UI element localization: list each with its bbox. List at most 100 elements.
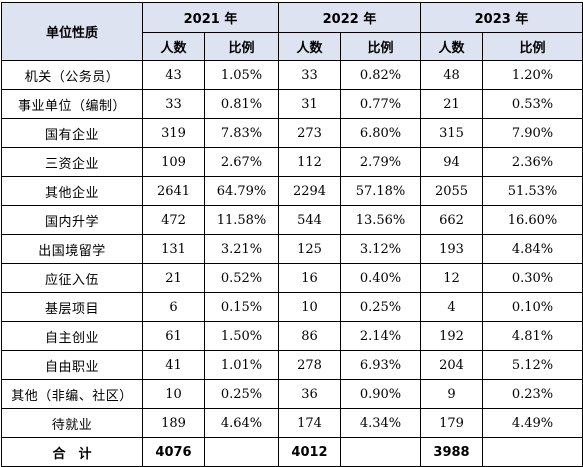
count-cell: 9 [420, 379, 483, 409]
count-cell: 10 [142, 379, 205, 409]
ratio-cell: 0.25% [204, 379, 279, 409]
ratio-cell: 1.01% [204, 350, 279, 380]
count-cell: 204 [420, 350, 483, 380]
ratio-header: 比例 [204, 32, 279, 61]
count-cell: 36 [278, 379, 341, 409]
ratio-cell: 0.30% [482, 263, 583, 293]
total-count-cell: 4076 [142, 437, 205, 467]
table-row: 其他企业 2641 64.79% 2294 57.18% 2055 51.53% [1, 176, 583, 206]
ratio-cell: 4.64% [204, 408, 279, 438]
table-row: 事业单位（编制） 33 0.81% 31 0.77% 21 0.53% [1, 89, 583, 119]
ratio-header: 比例 [340, 32, 421, 61]
count-cell: 278 [278, 350, 341, 380]
total-row: 合 计 4076 4012 3988 [1, 437, 583, 467]
ratio-cell: 6.93% [340, 350, 421, 380]
count-cell: 41 [142, 350, 205, 380]
ratio-cell: 51.53% [482, 176, 583, 206]
ratio-cell: 2.67% [204, 147, 279, 177]
ratio-cell: 4.49% [482, 408, 583, 438]
count-cell: 189 [142, 408, 205, 438]
table-row: 三资企业 109 2.67% 112 2.79% 94 2.36% [1, 147, 583, 177]
count-cell: 12 [420, 263, 483, 293]
ratio-cell: 1.20% [482, 60, 583, 90]
category-header: 单位性质 [1, 2, 143, 61]
ratio-cell: 7.83% [204, 118, 279, 148]
total-count-cell: 3988 [420, 437, 483, 467]
count-cell: 544 [278, 205, 341, 235]
ratio-cell: 0.82% [340, 60, 421, 90]
count-cell: 21 [142, 263, 205, 293]
year-header-2023: 2023 年 [420, 2, 583, 33]
table-row: 机关（公务员） 43 1.05% 33 0.82% 48 1.20% [1, 60, 583, 90]
ratio-cell: 6.80% [340, 118, 421, 148]
ratio-cell: 4.81% [482, 321, 583, 351]
count-cell: 193 [420, 234, 483, 264]
count-cell: 174 [278, 408, 341, 438]
count-cell: 94 [420, 147, 483, 177]
category-cell: 机关（公务员） [1, 60, 143, 90]
ratio-cell: 0.52% [204, 263, 279, 293]
count-cell: 43 [142, 60, 205, 90]
table-body: 机关（公务员） 43 1.05% 33 0.82% 48 1.20% 事业单位（编制） 33 0.… [1, 60, 583, 467]
ratio-cell: 2.79% [340, 147, 421, 177]
ratio-cell: 7.90% [482, 118, 583, 148]
ratio-cell: 64.79% [204, 176, 279, 206]
count-cell: 192 [420, 321, 483, 351]
count-cell: 2641 [142, 176, 205, 206]
total-label: 合 计 [1, 437, 143, 467]
count-header: 人数 [142, 32, 205, 61]
ratio-cell: 5.12% [482, 350, 583, 380]
ratio-cell: 0.23% [482, 379, 583, 409]
table-row: 自由职业 41 1.01% 278 6.93% 204 5.12% [1, 350, 583, 380]
count-header: 人数 [278, 32, 341, 61]
count-cell: 21 [420, 89, 483, 119]
ratio-cell: 1.50% [204, 321, 279, 351]
category-cell: 自由职业 [1, 350, 143, 380]
count-cell: 125 [278, 234, 341, 264]
ratio-cell: 0.90% [340, 379, 421, 409]
ratio-cell: 13.56% [340, 205, 421, 235]
year-header-2021: 2021 年 [142, 2, 279, 33]
ratio-cell: 16.60% [482, 205, 583, 235]
count-cell: 61 [142, 321, 205, 351]
year-header-2022: 2022 年 [278, 2, 421, 33]
table-row: 出国境留学 131 3.21% 125 3.12% 193 4.84% [1, 234, 583, 264]
category-cell: 其他（非编、社区） [1, 379, 143, 409]
count-cell: 273 [278, 118, 341, 148]
count-cell: 109 [142, 147, 205, 177]
ratio-header: 比例 [482, 32, 583, 61]
count-cell: 315 [420, 118, 483, 148]
count-cell: 31 [278, 89, 341, 119]
category-cell: 自主创业 [1, 321, 143, 351]
total-ratio-cell [482, 437, 583, 467]
table-row: 应征入伍 21 0.52% 16 0.40% 12 0.30% [1, 263, 583, 293]
count-cell: 6 [142, 292, 205, 322]
count-cell: 472 [142, 205, 205, 235]
ratio-cell: 1.05% [204, 60, 279, 90]
ratio-cell: 4.84% [482, 234, 583, 264]
category-cell: 应征入伍 [1, 263, 143, 293]
count-cell: 4 [420, 292, 483, 322]
count-cell: 179 [420, 408, 483, 438]
table-row: 国有企业 319 7.83% 273 6.80% 315 7.90% [1, 118, 583, 148]
ratio-cell: 2.14% [340, 321, 421, 351]
category-cell: 国内升学 [1, 205, 143, 235]
table-row: 基层项目 6 0.15% 10 0.25% 4 0.10% [1, 292, 583, 322]
ratio-cell: 0.40% [340, 263, 421, 293]
ratio-cell: 2.36% [482, 147, 583, 177]
count-cell: 131 [142, 234, 205, 264]
category-cell: 国有企业 [1, 118, 143, 148]
count-cell: 319 [142, 118, 205, 148]
category-cell: 三资企业 [1, 147, 143, 177]
count-header: 人数 [420, 32, 483, 61]
ratio-cell: 0.81% [204, 89, 279, 119]
count-cell: 2055 [420, 176, 483, 206]
count-cell: 33 [142, 89, 205, 119]
table-row: 待就业 189 4.64% 174 4.34% 179 4.49% [1, 408, 583, 438]
ratio-cell: 0.77% [340, 89, 421, 119]
count-cell: 112 [278, 147, 341, 177]
count-cell: 662 [420, 205, 483, 235]
ratio-cell: 4.34% [340, 408, 421, 438]
category-cell: 出国境留学 [1, 234, 143, 264]
